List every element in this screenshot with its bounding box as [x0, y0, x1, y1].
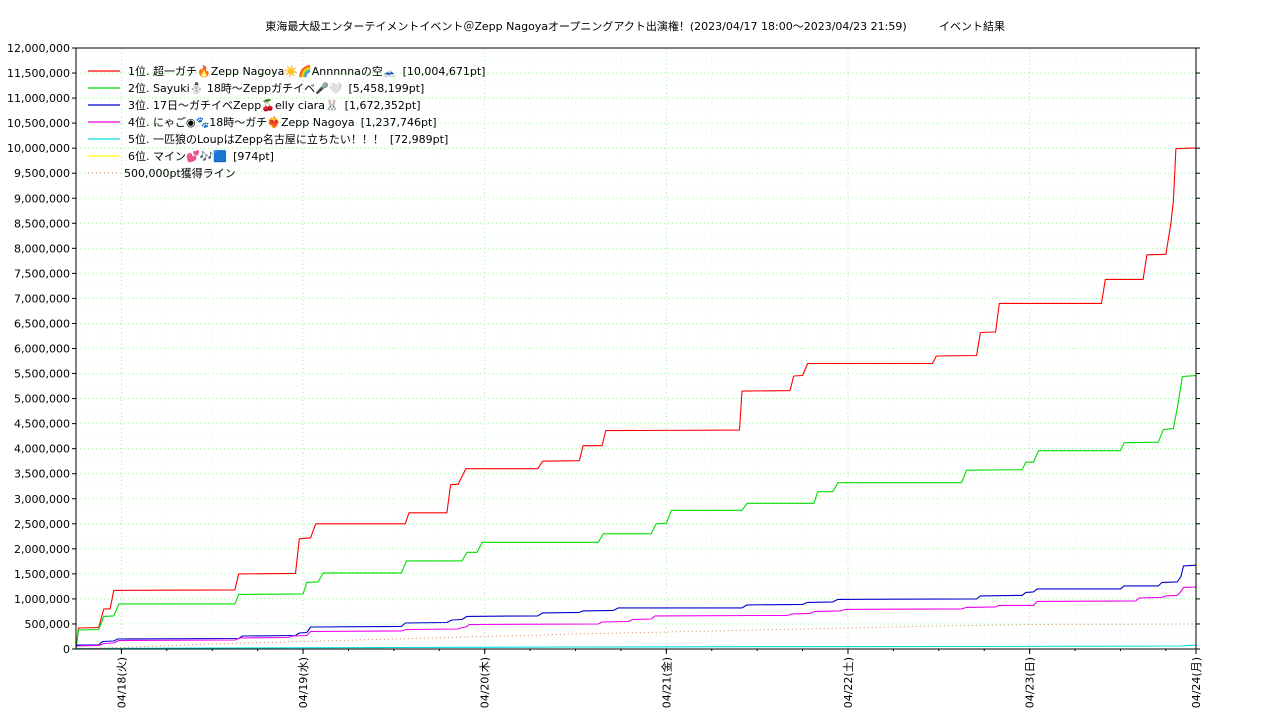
- legend-entry: 500,000pt獲得ライン: [124, 167, 236, 180]
- axes: 0 500,000 1,000,000 1,500,000 2,000,000 2,500…: [7, 42, 1203, 708]
- y-tick-label: 10,000,000: [7, 142, 70, 155]
- legend-series-name: 3位. 17日〜ガチイベZepp🍒elly ciara🐰: [128, 98, 339, 112]
- y-tick-label: 4,500,000: [14, 418, 70, 431]
- y-tick-label: 6,000,000: [14, 343, 70, 356]
- x-tick-label: 04/19(水): [297, 657, 310, 708]
- y-tick-label: 2,500,000: [14, 518, 70, 531]
- y-tick-label: 10,500,000: [7, 117, 70, 130]
- legend: 1位. 超一ガチ🔥Zepp Nagoya☀️🌈Annnnnaの空🗻 [10,004…: [88, 64, 485, 180]
- legend-series-total: [5,458,199pt]: [348, 82, 424, 95]
- legend-entry: 4位. にゃご◉🐾18時〜ガチ❤️‍🔥Zepp Nagoya [1,237,746…: [128, 115, 437, 129]
- legend-series-total: [72,989pt]: [390, 133, 448, 146]
- legend-series-total: [10,004,671pt]: [403, 65, 486, 78]
- legend-entry: 6位. マイン💕🎶🟦 [974pt]: [128, 149, 274, 163]
- y-tick-label: 8,500,000: [14, 217, 70, 230]
- x-tick-label: 04/23(日): [1024, 657, 1037, 708]
- y-tick-label: 7,500,000: [14, 267, 70, 280]
- y-tick-label: 1,000,000: [14, 593, 70, 606]
- y-tick-label: 500,000: [25, 618, 71, 631]
- y-tick-label: 4,000,000: [14, 443, 70, 456]
- legend-entry: 3位. 17日〜ガチイベZepp🍒elly ciara🐰 [1,672,352pt…: [128, 98, 421, 112]
- y-tick-label: 8,000,000: [14, 242, 70, 255]
- legend-series-name: 1位. 超一ガチ🔥Zepp Nagoya☀️🌈Annnnnaの空🗻: [128, 64, 397, 78]
- legend-series-total: [1,672,352pt]: [345, 99, 421, 112]
- series-line-5: [75, 644, 1197, 650]
- legend-series-name: 5位. 一匹狼のLoupはZepp名古屋に立ちたい！！！: [128, 132, 384, 146]
- y-tick-label: 9,000,000: [14, 192, 70, 205]
- series-lines: [75, 147, 1197, 650]
- y-tick-label: 12,000,000: [7, 42, 70, 55]
- legend-series-name: 6位. マイン💕🎶🟦: [128, 149, 227, 163]
- y-tick-label: 11,500,000: [7, 67, 70, 80]
- y-tick-label: 5,500,000: [14, 368, 70, 381]
- y-tick-label: 0: [63, 643, 70, 656]
- series-line-2: [75, 375, 1197, 650]
- y-tick-label: 11,000,000: [7, 92, 70, 105]
- legend-series-name: 500,000pt獲得ライン: [124, 167, 236, 180]
- chart-title-suffix: イベント結果: [939, 19, 1005, 33]
- y-tick-label: 3,500,000: [14, 468, 70, 481]
- y-tick-label: 3,000,000: [14, 493, 70, 506]
- x-tick-label: 04/21(金): [659, 657, 673, 708]
- legend-series-name: 2位. Sayuki⛄ 18時〜Zeppガチイベ🎤🤍: [128, 81, 343, 95]
- legend-series-total: [1,237,746pt]: [361, 116, 437, 129]
- x-tick-label: 04/22(土): [842, 657, 855, 708]
- series-line-1: [75, 147, 1197, 650]
- y-tick-label: 5,000,000: [14, 393, 70, 406]
- chart-title: 東海最大級エンターテイメントイベント＠Zepp Nagoyaオープニングアクト出…: [265, 19, 906, 33]
- y-tick-label: 1,500,000: [14, 568, 70, 581]
- x-tick-label: 04/20(木): [479, 657, 492, 708]
- y-tick-label: 6,500,000: [14, 317, 70, 330]
- legend-entry: 5位. 一匹狼のLoupはZepp名古屋に立ちたい！！！ [72,989pt]: [128, 132, 448, 146]
- legend-series-name: 4位. にゃご◉🐾18時〜ガチ❤️‍🔥Zepp Nagoya: [128, 115, 355, 129]
- chart-title-group: 東海最大級エンターテイメントイベント＠Zepp Nagoyaオープニングアクト出…: [265, 19, 1005, 33]
- x-tick-label: 04/18(火): [115, 657, 128, 708]
- y-tick-label: 7,000,000: [14, 292, 70, 305]
- series-line-4: [75, 586, 1197, 647]
- legend-entry: 1位. 超一ガチ🔥Zepp Nagoya☀️🌈Annnnnaの空🗻 [10,004…: [128, 64, 485, 78]
- y-tick-label: 2,000,000: [14, 543, 70, 556]
- y-tick-label: 9,500,000: [14, 167, 70, 180]
- x-tick-label: 04/24(月): [1190, 657, 1203, 708]
- grid: [76, 48, 1196, 649]
- legend-entry: 2位. Sayuki⛄ 18時〜Zeppガチイベ🎤🤍 [5,458,199pt]: [128, 81, 424, 95]
- legend-series-total: [974pt]: [233, 150, 274, 163]
